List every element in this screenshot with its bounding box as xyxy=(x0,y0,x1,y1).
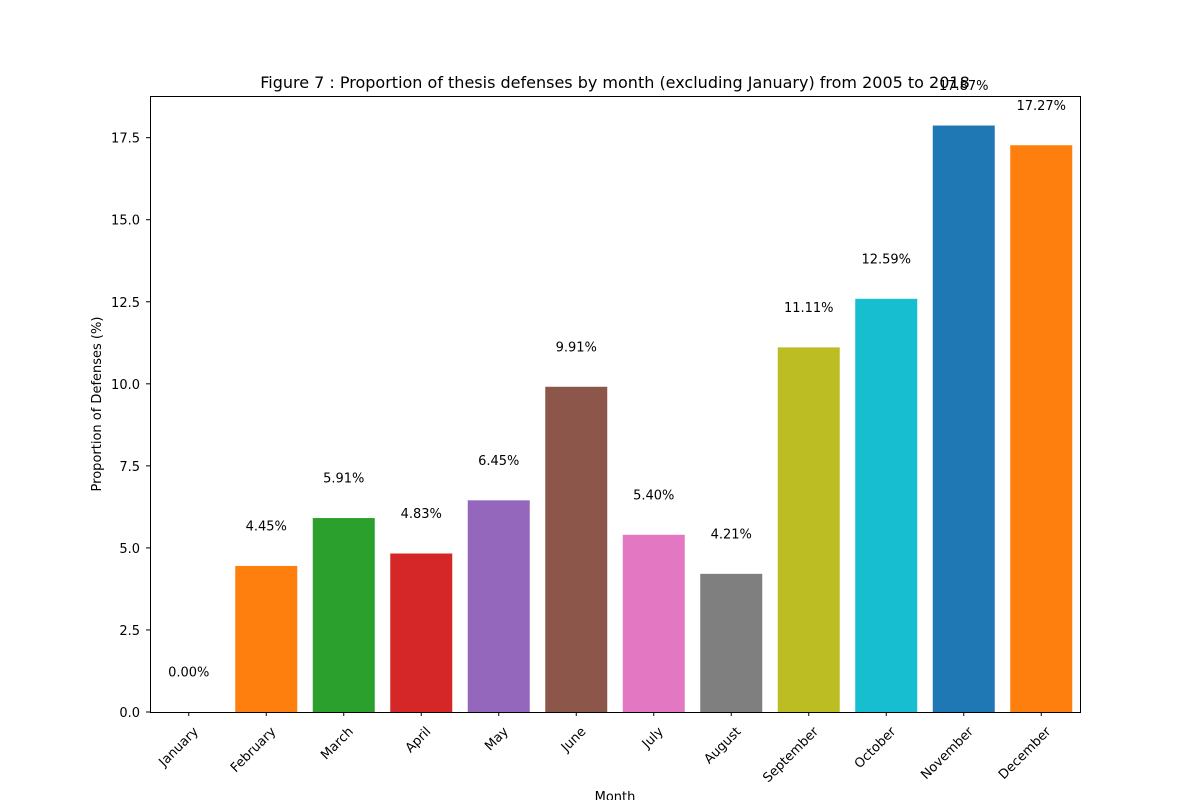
data-label-april: 4.83% xyxy=(401,507,442,522)
data-label-december: 17.27% xyxy=(1016,99,1066,114)
bar-april xyxy=(390,553,453,712)
x-tick-label: July xyxy=(639,724,667,752)
y-tick-label: 5.0 xyxy=(119,542,140,557)
y-axis-label: Proportion of Defenses (%) xyxy=(90,317,105,492)
x-axis: January February March April May June July Augu… xyxy=(156,712,1055,786)
bar-december xyxy=(1010,145,1073,713)
x-tick-label: June xyxy=(558,724,589,755)
x-axis-label: Month xyxy=(595,790,636,800)
bar-november xyxy=(932,125,995,712)
plot-frame xyxy=(150,96,1081,713)
bar-february xyxy=(235,565,298,712)
x-tick-label: January xyxy=(156,724,202,770)
data-label-august: 4.21% xyxy=(711,527,752,542)
x-tick-label: May xyxy=(482,724,512,754)
x-tick-label: October xyxy=(852,724,900,772)
bar-march xyxy=(312,518,375,712)
bar-may xyxy=(467,500,530,712)
bar-august xyxy=(700,573,763,712)
data-label-may: 6.45% xyxy=(478,454,519,469)
data-labels-layer: 0.00% 4.45% 5.91% 4.83% 6.45% 9.91% 5.40% 4.21%… xyxy=(168,79,1066,680)
bar-september xyxy=(777,347,840,712)
y-tick-label: 12.5 xyxy=(111,296,140,311)
x-tick-label: August xyxy=(702,724,745,767)
data-label-november: 17.87% xyxy=(939,79,989,94)
x-tick-label: December xyxy=(996,724,1055,783)
y-axis: 0.0 2.5 5.0 7.5 10.0 12.5 15.0 17.5 xyxy=(111,132,150,721)
chart-title: Figure 7 : Proportion of thesis defenses… xyxy=(260,73,970,92)
data-label-march: 5.91% xyxy=(323,472,364,487)
x-tick-label: April xyxy=(403,724,435,756)
bar-july xyxy=(622,534,685,712)
y-tick-label: 7.5 xyxy=(119,460,140,475)
data-label-september: 11.11% xyxy=(784,301,834,316)
bar-october xyxy=(855,298,918,712)
x-tick-label: March xyxy=(318,724,357,763)
data-label-june: 9.91% xyxy=(556,340,597,355)
x-tick-label: September xyxy=(760,724,822,786)
data-label-july: 5.40% xyxy=(633,488,674,503)
bars-layer xyxy=(235,125,1073,713)
y-tick-label: 17.5 xyxy=(111,132,140,147)
y-tick-label: 0.0 xyxy=(119,706,140,721)
data-label-october: 12.59% xyxy=(861,252,911,267)
data-label-february: 4.45% xyxy=(246,520,287,535)
x-tick-label: February xyxy=(228,724,280,776)
data-label-january: 0.00% xyxy=(168,666,209,681)
x-tick-label: November xyxy=(918,724,977,783)
y-tick-label: 10.0 xyxy=(111,378,140,393)
bar-june xyxy=(545,386,608,712)
y-tick-label: 15.0 xyxy=(111,214,140,229)
y-tick-label: 2.5 xyxy=(119,624,140,639)
